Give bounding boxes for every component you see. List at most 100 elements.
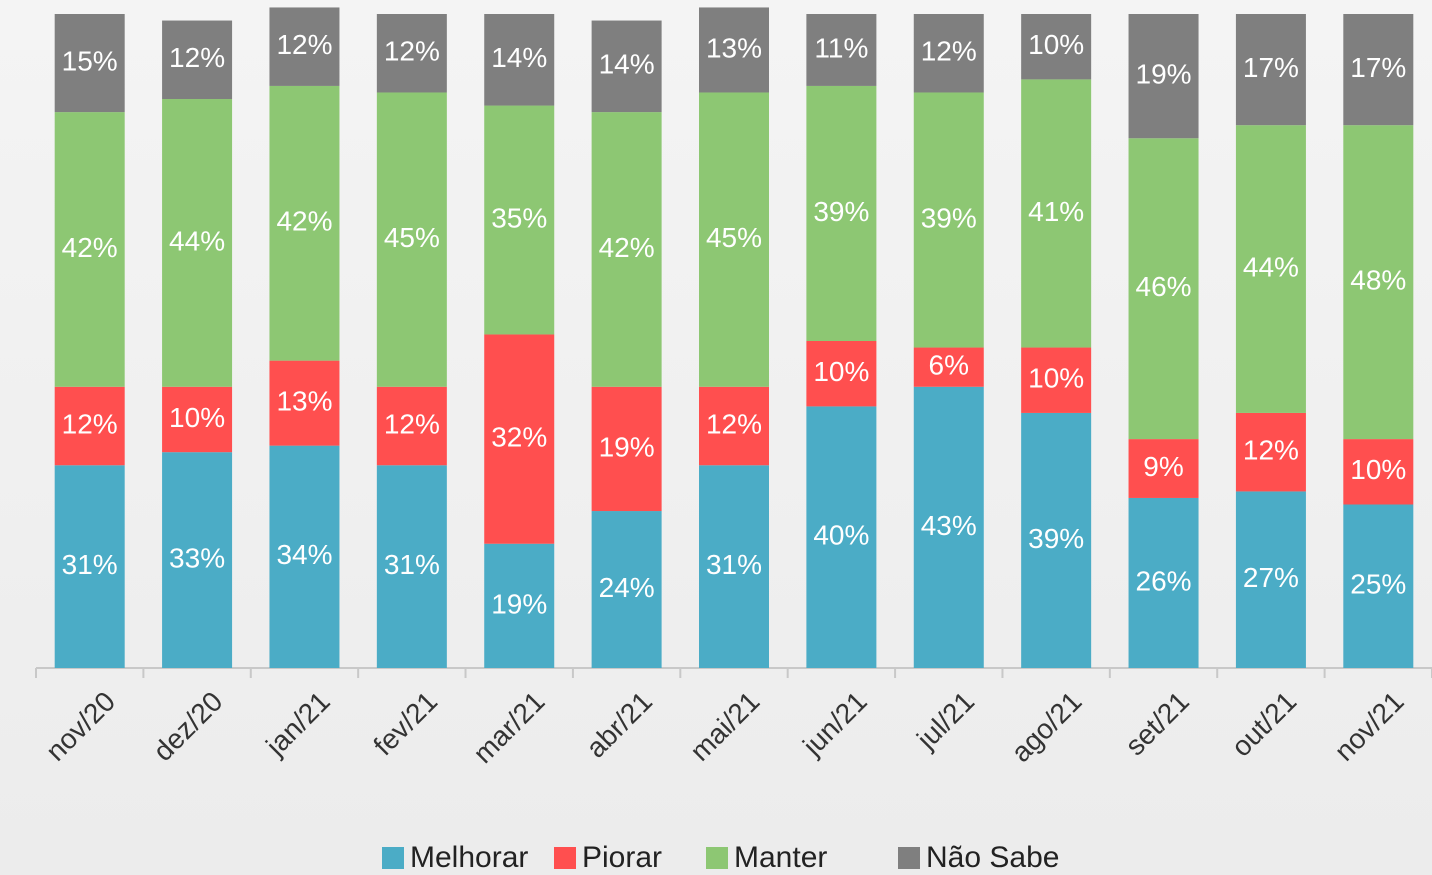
value-label: 12% <box>384 408 440 439</box>
legend-swatch <box>898 847 920 869</box>
bar-segment <box>376 14 447 93</box>
legend-label: Melhorar <box>410 841 528 874</box>
bar-segment <box>591 20 662 113</box>
legend-label: Piorar <box>582 841 662 874</box>
bar-segment <box>162 20 233 100</box>
bar-segment <box>591 511 662 668</box>
bar-segment <box>1128 497 1199 668</box>
value-label: 31% <box>62 549 118 580</box>
bar-segment <box>806 85 877 341</box>
bar-segment <box>269 7 340 86</box>
value-label: 45% <box>384 222 440 253</box>
bar-segment <box>269 445 340 668</box>
bar-segment <box>591 112 662 387</box>
value-label: 24% <box>599 572 655 603</box>
value-label: 13% <box>276 386 332 417</box>
bar-segment <box>484 14 555 106</box>
bar-segment <box>484 334 555 544</box>
value-label: 12% <box>169 42 225 73</box>
value-label: 10% <box>1350 454 1406 485</box>
bar-segment <box>913 14 984 93</box>
bar-segment <box>269 360 340 446</box>
value-label: 19% <box>599 431 655 462</box>
value-label: 17% <box>1350 52 1406 83</box>
value-label: 12% <box>62 408 118 439</box>
value-label: 31% <box>384 549 440 580</box>
legend-swatch <box>382 847 404 869</box>
bar-segment <box>806 406 877 668</box>
bar-segment <box>699 92 769 387</box>
value-label: 32% <box>491 421 547 452</box>
value-label: 12% <box>1243 435 1299 466</box>
value-label: 46% <box>1136 271 1192 302</box>
bar-segment <box>913 347 984 387</box>
value-label: 10% <box>1028 363 1084 394</box>
value-label: 27% <box>1243 562 1299 593</box>
value-label: 15% <box>62 45 118 76</box>
x-tick-label: fev/21 <box>367 686 443 762</box>
bar-segment <box>54 386 125 466</box>
bar-segment <box>1235 491 1306 668</box>
bar-segment <box>1021 347 1092 413</box>
value-label: 9% <box>1143 451 1183 482</box>
bar-segment <box>484 543 555 668</box>
bar-segment <box>913 92 984 348</box>
value-label: 34% <box>276 539 332 570</box>
value-label: 11% <box>814 32 868 63</box>
x-tick-label: nov/21 <box>1328 686 1409 767</box>
bar-segment <box>1128 439 1199 498</box>
bar-segment <box>806 341 877 407</box>
x-tick-label: jun/21 <box>796 686 873 763</box>
bar-segment <box>1343 14 1414 126</box>
value-label: 39% <box>813 196 869 227</box>
bar-segment <box>1021 412 1092 668</box>
value-label: 19% <box>491 588 547 619</box>
value-label: 12% <box>384 36 440 67</box>
bar-segment <box>484 105 555 335</box>
bar-segment <box>162 386 233 453</box>
value-label: 44% <box>169 225 225 256</box>
value-label: 35% <box>491 202 547 233</box>
value-label: 48% <box>1350 265 1406 296</box>
bar-segment <box>376 92 447 387</box>
bar-segment <box>162 452 233 668</box>
value-label: 26% <box>1136 565 1192 596</box>
bar-segment <box>699 386 769 466</box>
bar-segment <box>376 386 447 466</box>
bar-segment <box>913 386 984 668</box>
value-label: 43% <box>921 510 977 541</box>
value-label: 42% <box>276 206 332 237</box>
value-label: 19% <box>1136 59 1192 90</box>
value-label: 39% <box>1028 523 1084 554</box>
bar-segment <box>1235 125 1306 413</box>
bar-segment <box>54 465 125 668</box>
bar-segment <box>1128 138 1199 440</box>
bar-segment <box>1343 439 1414 505</box>
value-label: 14% <box>599 49 655 80</box>
bar-segment <box>54 112 125 387</box>
bar-segment <box>699 465 769 668</box>
x-tick-label: nov/20 <box>40 686 121 767</box>
value-label: 44% <box>1243 251 1299 282</box>
bar-segment <box>1343 125 1414 440</box>
bar-segment <box>269 85 340 361</box>
value-label: 33% <box>169 542 225 573</box>
value-label: 10% <box>169 402 225 433</box>
legend-label: Manter <box>734 841 827 874</box>
value-label: 10% <box>1028 29 1084 60</box>
bar-segment <box>806 14 877 86</box>
value-label: 12% <box>276 29 332 60</box>
bar-segment <box>699 7 769 93</box>
bar-segment <box>376 465 447 668</box>
x-tick-label: jan/21 <box>259 686 336 763</box>
bar-segment <box>1128 14 1199 139</box>
bar-segment <box>1235 412 1306 492</box>
legend-swatch <box>554 847 576 869</box>
value-label: 10% <box>813 356 869 387</box>
x-tick-label: ago/21 <box>1005 686 1087 768</box>
x-tick-label: set/21 <box>1119 686 1195 762</box>
bar-segment <box>591 386 662 512</box>
value-label: 6% <box>929 350 969 381</box>
x-tick-label: dez/20 <box>147 686 228 767</box>
